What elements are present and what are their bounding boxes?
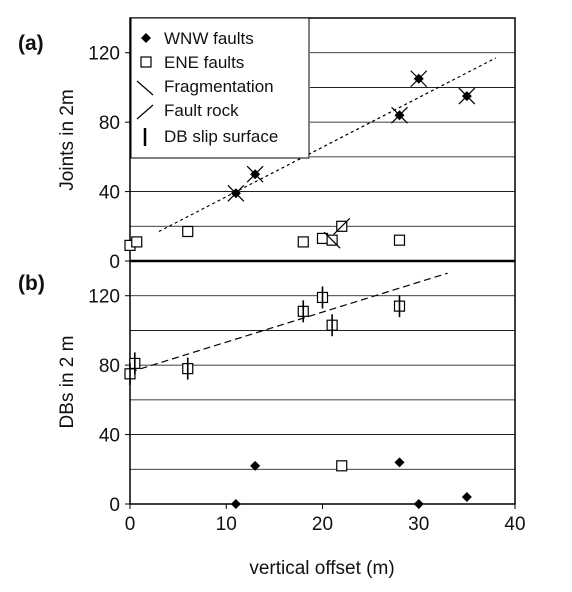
x-tick-label: 20	[312, 514, 333, 535]
y-ticks-b: 0 40 80 120	[88, 287, 130, 516]
y-ticks-a: 0 40 80 120	[88, 44, 130, 273]
ene-faults-point	[318, 233, 328, 243]
legend-symbol-ene	[141, 57, 151, 67]
y-axis-label-b: DBs in 2 m	[57, 336, 78, 429]
legend-label-db-slip: DB slip surface	[164, 127, 278, 146]
y-tick-label: 120	[88, 44, 120, 65]
y-tick-label: 0	[109, 495, 120, 516]
y-tick-label: 80	[99, 113, 120, 134]
y-tick-label: 40	[99, 183, 120, 204]
x-ticks-b: 0 10 20 30 40	[125, 504, 526, 535]
panel-label-b: (b)	[18, 272, 45, 295]
ene-faults-point	[337, 461, 347, 471]
x-axis-label: vertical offset (m)	[249, 558, 394, 579]
y-tick-label: 80	[99, 356, 120, 377]
legend-label-ene: ENE faults	[164, 53, 244, 72]
y-axis-label-a: Joints in 2m	[57, 89, 78, 190]
y-tick-label: 120	[88, 287, 120, 308]
ene-faults-point	[395, 235, 405, 245]
x-tick-label: 10	[216, 514, 237, 535]
trendline-b	[130, 273, 448, 372]
legend-label-fragmentation: Fragmentation	[164, 77, 274, 96]
legend-label-wnw: WNW faults	[164, 29, 254, 48]
grid-b	[130, 296, 515, 470]
panel-label-a: (a)	[18, 32, 44, 55]
panel-b: 0 40 80 120 0 10 20 30 40 (b) DBs in 2 m vertic…	[18, 261, 526, 579]
ene-faults-point	[183, 226, 193, 236]
legend: WNW faults ENE faults Fragmentation Faul…	[131, 18, 309, 158]
y-tick-label: 0	[109, 252, 120, 273]
ene-faults-point	[298, 237, 308, 247]
wnw-faults-point	[231, 499, 241, 509]
x-tick-label: 40	[504, 514, 525, 535]
x-tick-label: 30	[408, 514, 429, 535]
ene-faults-point	[132, 237, 142, 247]
trendline	[130, 273, 448, 372]
wnw-faults-point	[414, 499, 424, 509]
x-tick-label: 0	[125, 514, 136, 535]
y-tick-label: 40	[99, 426, 120, 447]
wnw-faults-point	[395, 457, 405, 467]
legend-label-fault-rock: Fault rock	[164, 101, 239, 120]
wnw-faults-point	[462, 492, 472, 502]
